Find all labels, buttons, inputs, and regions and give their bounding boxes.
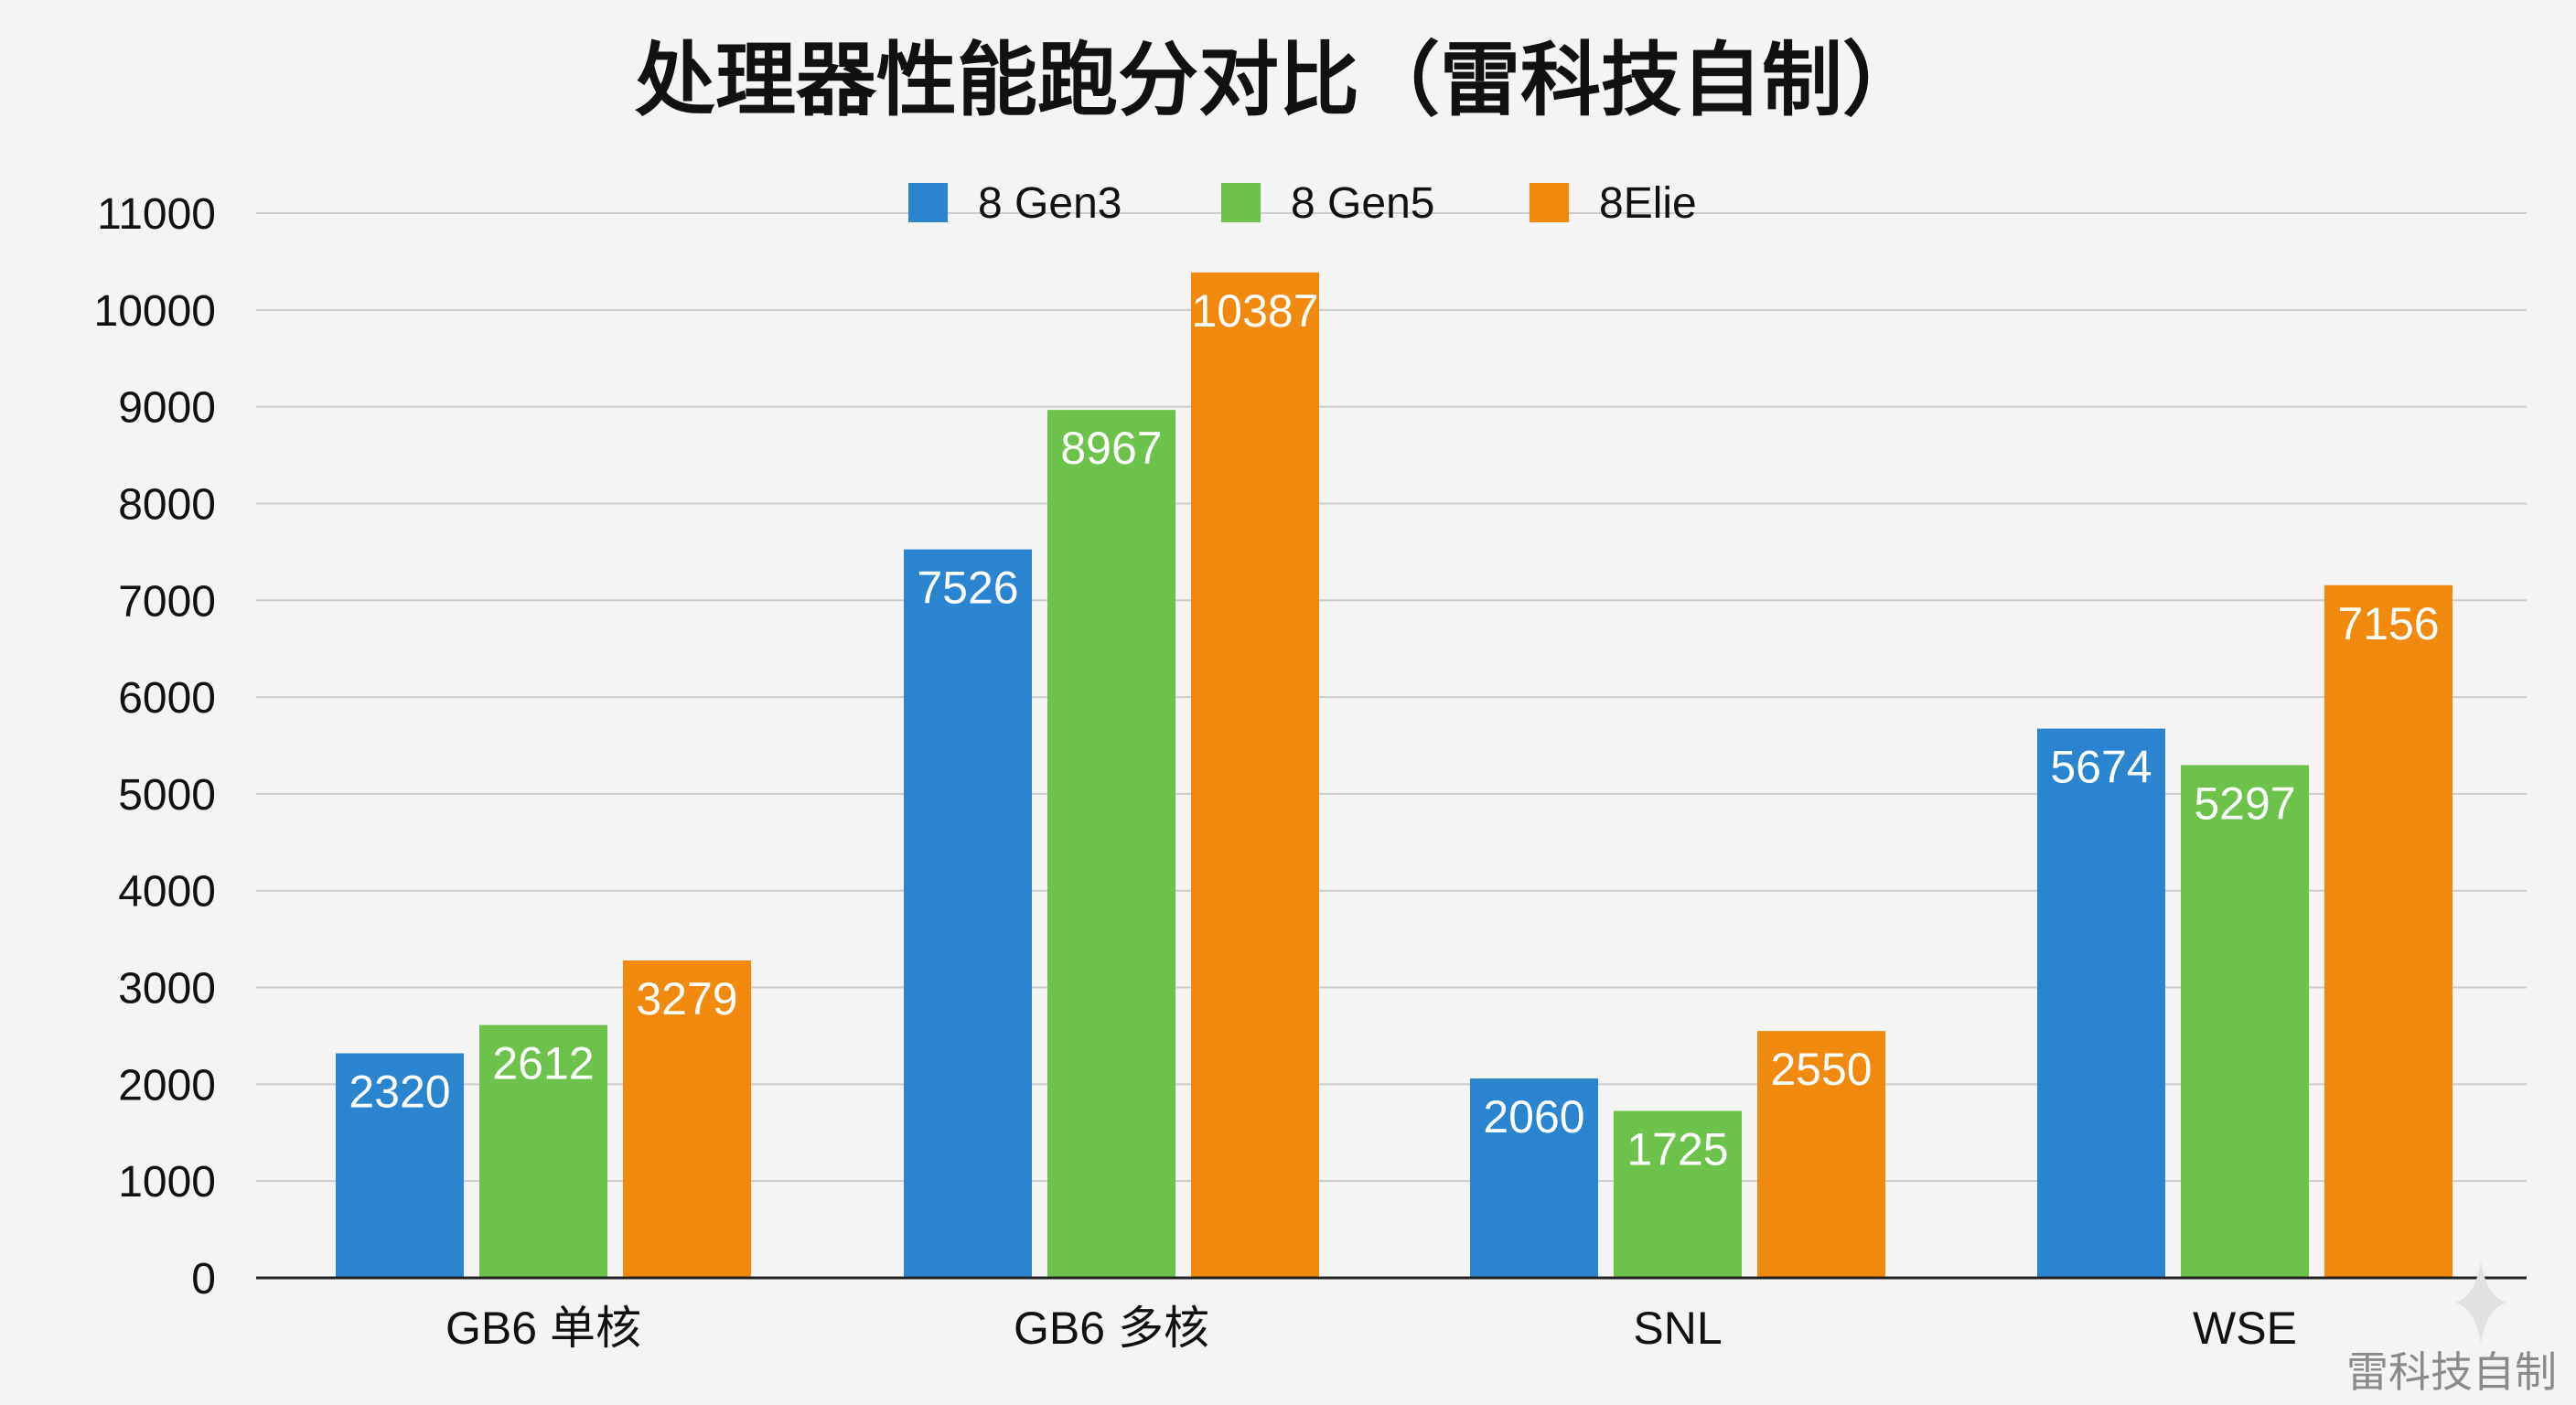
bar <box>904 549 1032 1278</box>
y-tick-label: 3000 <box>118 965 216 1014</box>
legend-item: 8 Gen5 <box>1221 179 1434 228</box>
bar-value-label: 2550 <box>1770 1044 1872 1095</box>
bar-value-label: 2060 <box>1483 1091 1584 1142</box>
y-tick-label: 4000 <box>118 868 216 917</box>
sparkle-icon <box>2455 1260 2506 1345</box>
legend: 8 Gen3 8 Gen5 8Elie <box>908 179 1697 228</box>
bar-value-label: 1725 <box>1626 1123 1728 1174</box>
legend-swatch <box>1221 183 1261 222</box>
bar-value-label: 10387 <box>1191 285 1318 337</box>
bar <box>1047 410 1175 1278</box>
data-labels: 2320 2612 3279 7526 8967 10387 2060 1725 2550 567… <box>349 285 2439 1175</box>
legend-item: 8Elie <box>1530 179 1697 228</box>
bar-value-label: 7526 <box>917 563 1018 614</box>
y-tick-label: 0 <box>191 1255 216 1303</box>
bar <box>1470 1078 1598 1278</box>
chart-title: 处理器性能跑分对比（雷科技自制） <box>635 33 1923 127</box>
y-tick-label: 2000 <box>118 1061 216 1110</box>
y-tick-label: 11000 <box>97 190 216 239</box>
bar-value-label: 2320 <box>349 1067 450 1118</box>
bar-value-label: 5674 <box>2050 742 2152 793</box>
bar-value-label: 5297 <box>2194 778 2295 829</box>
legend-item: 8 Gen3 <box>908 179 1122 228</box>
legend-swatch <box>908 183 948 222</box>
legend-swatch <box>1530 183 1569 222</box>
bar <box>479 1024 607 1278</box>
bar <box>1757 1031 1885 1278</box>
x-category-label: WSE <box>2193 1303 2297 1354</box>
x-category-label: GB6 单核 <box>445 1303 641 1354</box>
y-axis-tick-labels: 0 1000 2000 3000 4000 5000 6000 7000 8000 9000 100… <box>94 190 216 1303</box>
bar <box>336 1053 464 1278</box>
y-tick-label: 9000 <box>118 384 216 433</box>
legend-label: 8 Gen5 <box>1291 179 1434 228</box>
bar <box>1614 1110 1742 1278</box>
bar <box>623 960 751 1278</box>
y-tick-label: 6000 <box>118 674 216 723</box>
legend-label: 8 Gen3 <box>978 179 1122 228</box>
y-tick-label: 10000 <box>94 287 216 336</box>
bar-value-label: 7156 <box>2337 598 2439 649</box>
watermark-text: 雷科技自制 <box>2346 1347 2557 1397</box>
legend-label: 8Elie <box>1599 179 1697 228</box>
bars <box>336 272 2453 1278</box>
bar-value-label: 3279 <box>636 973 737 1024</box>
x-axis-category-labels: GB6 单核 GB6 多核 SNL WSE <box>445 1303 2297 1354</box>
bar <box>2037 728 2165 1278</box>
x-category-label: GB6 多核 <box>1014 1303 1209 1354</box>
y-tick-label: 5000 <box>118 771 216 820</box>
y-tick-label: 1000 <box>118 1158 216 1207</box>
bar <box>2324 585 2453 1278</box>
y-tick-label: 7000 <box>118 577 216 626</box>
bar <box>2181 765 2309 1278</box>
y-tick-label: 8000 <box>118 480 216 529</box>
bar <box>1191 272 1319 1278</box>
watermark: 雷科技自制 <box>2346 1260 2557 1397</box>
bar-value-label: 8967 <box>1060 423 1162 474</box>
x-category-label: SNL <box>1633 1303 1722 1354</box>
bar-value-label: 2612 <box>492 1038 594 1089</box>
